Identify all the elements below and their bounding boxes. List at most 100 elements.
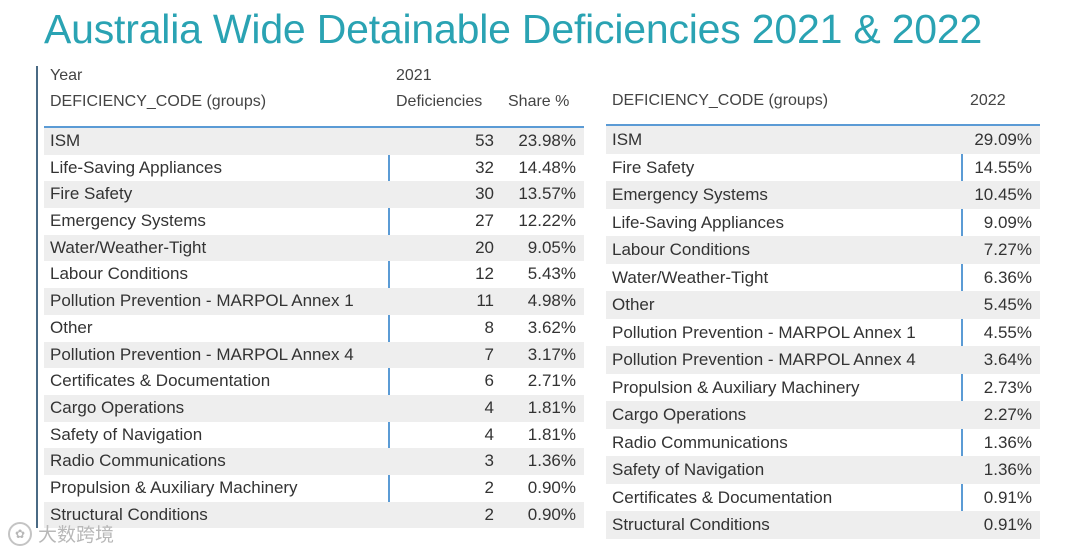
row-deficiency-count: 4 (484, 424, 494, 444)
table-row[interactable]: Radio Communications 3 1.36% (44, 448, 584, 475)
row-deficiency-name: Other (50, 317, 93, 337)
table-row[interactable]: Safety of Navigation 1.36% (606, 456, 1040, 484)
row-deficiency-name: Water/Weather-Tight (612, 267, 769, 287)
table-row[interactable]: Water/Weather-Tight 20 9.05% (44, 234, 584, 262)
table-row[interactable]: Fire Safety 30 13.57% (44, 181, 584, 209)
row-deficiency-name: Structural Conditions (612, 515, 770, 534)
table-row[interactable]: Fire Safety 14.55% (606, 154, 1040, 182)
table-row[interactable]: Life-Saving Appliances 32 14.48% (44, 155, 584, 182)
header-year-value[interactable]: 2021 (396, 67, 432, 84)
row-share-percent: 0.90% (527, 477, 576, 497)
row-deficiency-name: Certificates & Documentation (612, 487, 833, 507)
row-deficiency-count: 30 (475, 184, 494, 204)
row-deficiency-count: 2 (484, 477, 494, 497)
row-share-percent: 0.91% (983, 515, 1032, 534)
row-share-percent: 29.09% (974, 130, 1032, 149)
row-share-percent: 2.71% (527, 371, 576, 391)
header-deficiencies[interactable]: Deficiencies (396, 93, 483, 110)
header-code[interactable]: DEFICIENCY_CODE (groups) (612, 92, 829, 109)
row-deficiency-name: Cargo Operations (50, 397, 185, 417)
row-deficiency-count: 3 (484, 451, 494, 471)
row-deficiency-name: Emergency Systems (612, 185, 768, 204)
table-row[interactable]: Certificates & Documentation 6 2.71% (44, 368, 584, 395)
table-row[interactable]: ISM 29.09% (606, 126, 1040, 154)
table-row[interactable]: Emergency Systems 27 12.22% (44, 208, 584, 235)
table-row[interactable]: Propulsion & Auxiliary Machinery 2.73% (606, 374, 1040, 402)
table-body: ISM 53 23.98% Life-Saving Appliances 32 14.48… (44, 128, 584, 529)
row-deficiency-name: Labour Conditions (50, 264, 188, 284)
table-row[interactable]: Labour Conditions 7.27% (606, 236, 1040, 264)
row-deficiency-name: Pollution Prevention - MARPOL Annex 1 (612, 322, 916, 342)
row-share-percent: 6.36% (983, 267, 1032, 287)
row-share-percent: 3.62% (527, 317, 576, 337)
header-year[interactable]: 2022 (970, 92, 1006, 109)
row-share-percent: 4.98% (527, 291, 576, 311)
row-share-percent: 14.55% (974, 157, 1032, 177)
row-deficiency-name: Safety of Navigation (50, 424, 203, 444)
row-deficiency-count: 11 (476, 291, 494, 311)
table-row[interactable]: Other 8 3.62% (44, 315, 584, 342)
table-row[interactable]: Labour Conditions 12 5.43% (44, 261, 584, 288)
row-share-percent: 2.73% (983, 377, 1032, 397)
row-share-percent: 5.43% (527, 264, 576, 284)
table-row[interactable]: Propulsion & Auxiliary Machinery 2 0.90% (44, 475, 584, 502)
table-row[interactable]: Pollution Prevention - MARPOL Annex 1 4.5… (606, 319, 1040, 347)
row-deficiency-name: Certificates & Documentation (50, 371, 271, 391)
row-share-percent: 1.36% (983, 460, 1032, 479)
row-share-percent: 7.27% (983, 240, 1032, 259)
row-deficiency-count: 2 (484, 504, 494, 524)
table-row[interactable]: Pollution Prevention - MARPOL Annex 4 3.6… (606, 346, 1040, 374)
table-row[interactable]: Radio Communications 1.36% (606, 429, 1040, 457)
row-share-percent: 14.48% (518, 157, 576, 177)
watermark-text: 大数跨境 (38, 525, 115, 546)
row-deficiency-name: Radio Communications (50, 451, 226, 471)
row-deficiency-name: Propulsion & Auxiliary Machinery (612, 377, 860, 397)
row-deficiency-name: Life-Saving Appliances (612, 212, 785, 232)
header-code[interactable]: DEFICIENCY_CODE (groups) (50, 93, 267, 110)
left-accent-rule (36, 66, 38, 528)
table-row[interactable]: Pollution Prevention - MARPOL Annex 1 11 4… (44, 288, 584, 315)
row-deficiency-count: 7 (484, 344, 494, 364)
deficiencies-2021-table: Year 2021 DEFICIENCY_CODE (groups) Defic… (44, 62, 584, 529)
row-deficiency-name: Pollution Prevention - MARPOL Annex 1 (50, 291, 354, 311)
row-share-percent: 23.98% (518, 131, 576, 150)
table-row[interactable]: Certificates & Documentation 0.91% (606, 484, 1040, 512)
header-year-label[interactable]: Year (50, 67, 83, 84)
row-deficiency-count: 32 (475, 157, 494, 177)
row-share-percent: 1.81% (527, 397, 576, 417)
row-deficiency-count: 6 (484, 371, 494, 391)
row-share-percent: 3.64% (983, 350, 1032, 369)
row-share-percent: 9.09% (983, 212, 1032, 232)
row-share-percent: 2.27% (983, 405, 1032, 424)
table-header: DEFICIENCY_CODE (groups) 2022 (606, 62, 1040, 126)
table-row[interactable]: Cargo Operations 4 1.81% (44, 394, 584, 422)
table-row[interactable]: Structural Conditions 0.91% (606, 511, 1040, 539)
row-deficiency-name: Cargo Operations (612, 405, 747, 424)
table-row[interactable]: Other 5.45% (606, 291, 1040, 319)
table-row[interactable]: Pollution Prevention - MARPOL Annex 4 7 3.… (44, 341, 584, 369)
row-share-percent: 0.91% (983, 487, 1032, 507)
row-share-percent: 4.55% (983, 322, 1032, 342)
row-deficiency-count: 4 (484, 397, 494, 417)
header-share[interactable]: Share % (508, 93, 570, 110)
table-row[interactable]: Safety of Navigation 4 1.81% (44, 422, 584, 449)
table-row[interactable]: ISM 53 23.98% (44, 128, 584, 155)
table-header: Year 2021 DEFICIENCY_CODE (groups) Defic… (44, 62, 584, 128)
row-deficiency-name: Water/Weather-Tight (50, 237, 207, 257)
row-share-percent: 0.90% (527, 504, 576, 524)
row-deficiency-name: Safety of Navigation (612, 460, 765, 479)
table-row[interactable]: Cargo Operations 2.27% (606, 401, 1040, 429)
table-row[interactable]: Structural Conditions 2 0.90% (44, 501, 584, 529)
page-title: Australia Wide Detainable Deficiencies 2… (44, 6, 983, 52)
table-row[interactable]: Water/Weather-Tight 6.36% (606, 264, 1040, 292)
table-row[interactable]: Life-Saving Appliances 9.09% (606, 209, 1040, 237)
row-deficiency-count: 53 (475, 131, 494, 150)
row-deficiency-name: Propulsion & Auxiliary Machinery (50, 477, 298, 497)
row-share-percent: 12.22% (518, 211, 576, 231)
deficiencies-2022-table: DEFICIENCY_CODE (groups) 2022 ISM 29.09% F… (606, 62, 1040, 539)
row-deficiency-count: 20 (475, 237, 494, 257)
logo-icon: ✿ (8, 521, 32, 546)
row-deficiency-name: ISM (50, 131, 81, 150)
row-deficiency-name: Other (612, 295, 655, 314)
table-row[interactable]: Emergency Systems 10.45% (606, 181, 1040, 209)
